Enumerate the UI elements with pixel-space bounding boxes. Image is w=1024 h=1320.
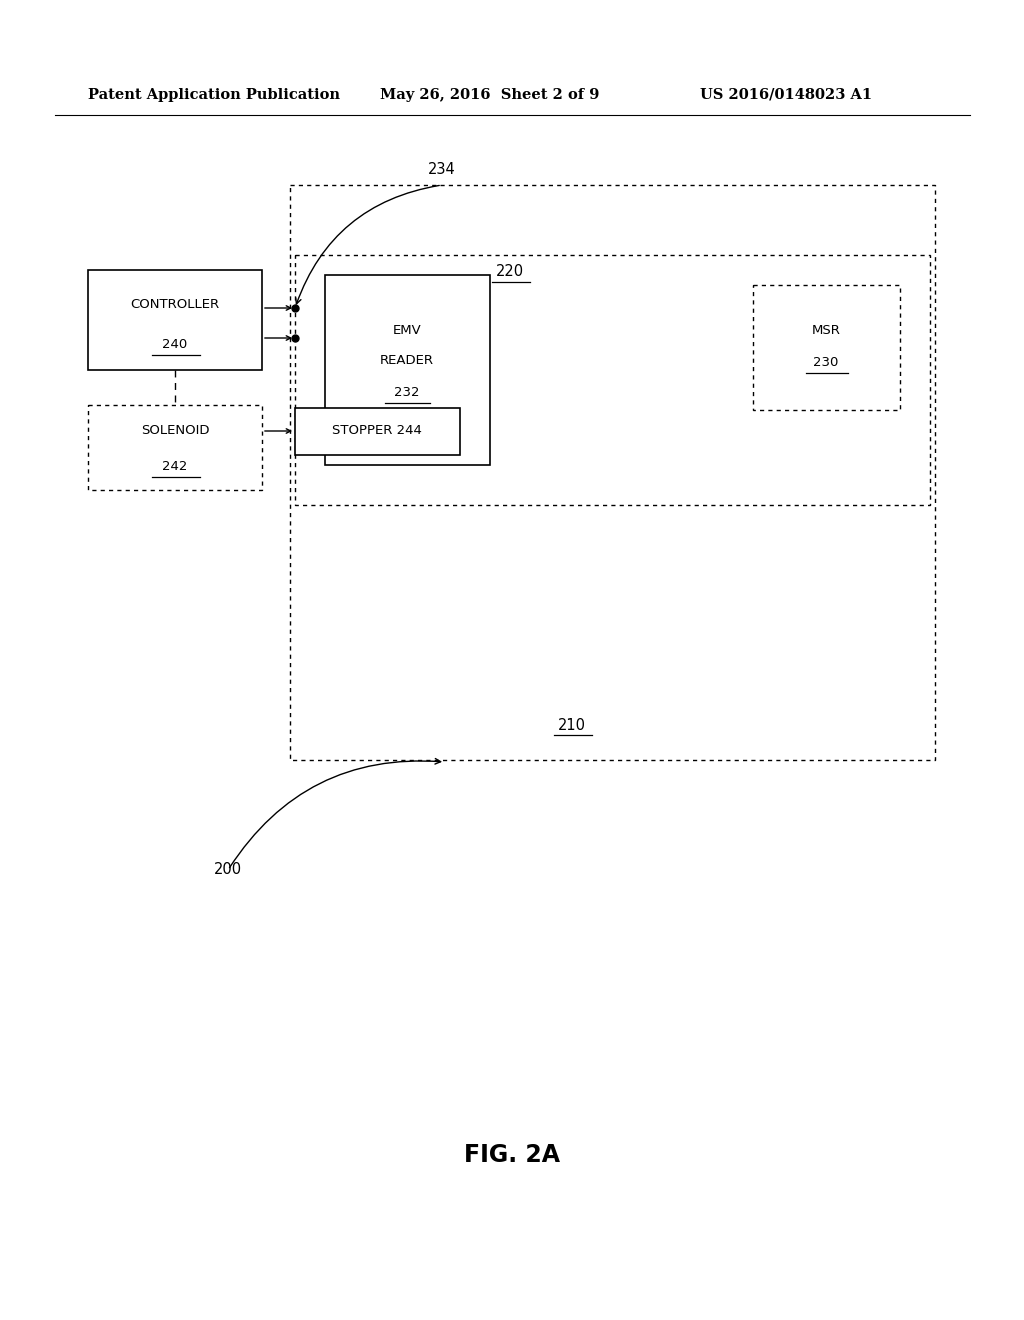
Bar xyxy=(753,285,900,411)
Text: READER: READER xyxy=(380,354,434,367)
Text: 220: 220 xyxy=(496,264,524,280)
Bar xyxy=(325,275,490,465)
Bar xyxy=(88,405,262,490)
Text: 234: 234 xyxy=(428,162,456,177)
Text: EMV: EMV xyxy=(392,323,421,337)
Text: FIG. 2A: FIG. 2A xyxy=(464,1143,560,1167)
Bar xyxy=(295,255,930,506)
Text: 230: 230 xyxy=(813,356,839,370)
Bar xyxy=(88,271,262,370)
Bar xyxy=(295,408,460,455)
Text: CONTROLLER: CONTROLLER xyxy=(130,298,219,312)
Text: SOLENOID: SOLENOID xyxy=(140,424,209,437)
Text: 200: 200 xyxy=(214,862,242,878)
Text: US 2016/0148023 A1: US 2016/0148023 A1 xyxy=(700,88,872,102)
Bar xyxy=(290,185,935,760)
Text: May 26, 2016  Sheet 2 of 9: May 26, 2016 Sheet 2 of 9 xyxy=(380,88,599,102)
Text: 232: 232 xyxy=(394,387,420,400)
Text: 242: 242 xyxy=(163,461,187,474)
Text: Patent Application Publication: Patent Application Publication xyxy=(88,88,340,102)
Text: 240: 240 xyxy=(163,338,187,351)
Text: 210: 210 xyxy=(558,718,586,733)
Text: MSR: MSR xyxy=(812,323,841,337)
Text: STOPPER 244: STOPPER 244 xyxy=(332,425,422,437)
